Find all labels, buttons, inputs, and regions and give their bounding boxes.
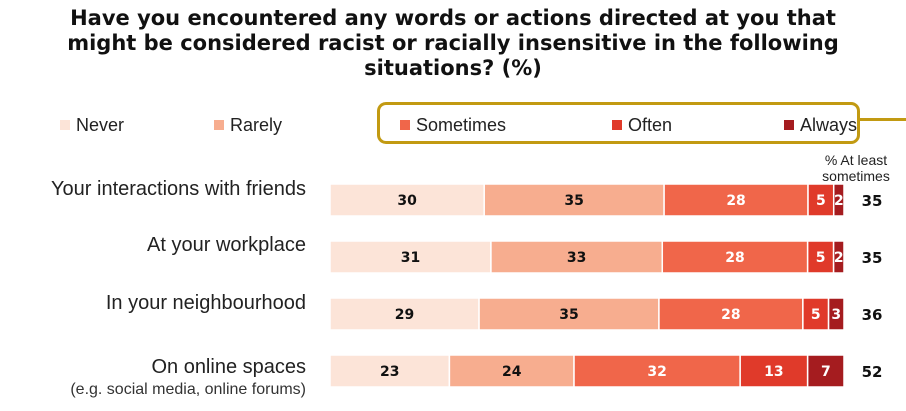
legend-label-sometimes: Sometimes — [416, 114, 507, 135]
legend-label-often: Often — [628, 114, 673, 135]
legend-label-always: Always — [800, 114, 858, 135]
bar-segment-1-often — [807, 183, 835, 217]
bar-segment-2-sometimes — [661, 240, 809, 274]
at-least-sometimes-value-3: 36 — [862, 306, 883, 324]
bar-value-label-3-rarely: 35 — [559, 307, 578, 323]
bar-segment-1-rarely — [483, 183, 665, 217]
bar-value-label-4-always: 7 — [821, 364, 831, 380]
bar-value-label-1-sometimes: 28 — [726, 193, 745, 209]
at-least-sometimes-value-2: 35 — [862, 249, 883, 267]
category-label-1: Your interactions with friends — [51, 178, 306, 200]
bar-value-label-1-never: 30 — [397, 193, 417, 209]
bar-value-label-3-sometimes: 28 — [721, 307, 740, 323]
bar-segment-3-rarely — [478, 297, 660, 331]
category-label-4: On online spaces — [151, 356, 306, 378]
bar-value-label-1-always: 2 — [834, 193, 844, 209]
bar-segment-2-never — [329, 240, 492, 274]
category-sublabel-4: (e.g. social media, online forums) — [70, 381, 306, 398]
bar-value-label-2-often: 5 — [816, 250, 826, 266]
bar-segment-2-often — [806, 240, 835, 274]
bar-segment-1-always — [832, 183, 845, 217]
bar-segment-4-never — [329, 354, 451, 388]
bar-value-label-4-often: 13 — [764, 364, 783, 380]
legend-item-sometimes: Sometimes — [400, 113, 506, 137]
legend-item-always: Always — [784, 113, 857, 137]
legend-highlight-connector — [860, 118, 906, 121]
bar-segment-4-rarely — [448, 354, 575, 388]
bar-segment-2-rarely — [490, 240, 664, 274]
category-label-3: In your neighbourhood — [105, 292, 306, 314]
legend-item-often: Often — [612, 113, 672, 137]
legend-swatch-sometimes — [400, 120, 410, 130]
bar-value-label-4-sometimes: 32 — [647, 364, 666, 380]
at-least-sometimes-value-1: 35 — [862, 192, 883, 210]
legend-item-rarely: Rarely — [214, 113, 282, 137]
bar-value-label-3-always: 3 — [831, 307, 841, 323]
bar-value-label-4-rarely: 24 — [502, 364, 522, 380]
legend-label-never: Never — [76, 114, 125, 135]
bar-value-label-4-never: 23 — [380, 364, 399, 380]
bar-segment-3-always — [827, 297, 845, 331]
bar-segment-2-always — [832, 240, 845, 274]
chart-title-line-3: situations? (%) — [364, 56, 542, 80]
at-least-header-line-2: sometimes — [822, 168, 890, 184]
legend-highlight-box — [377, 102, 860, 144]
legend-swatch-never — [60, 120, 70, 130]
bar-value-label-1-often: 5 — [816, 193, 826, 209]
at-least-header-line-1: % At least — [824, 152, 888, 168]
at-least-sometimes-header: % At least sometimes — [808, 152, 904, 184]
bar-segment-3-never — [329, 297, 480, 331]
bar-segment-4-often — [739, 354, 809, 388]
bar-segment-1-never — [329, 183, 485, 217]
at-least-sometimes-value-4: 52 — [862, 363, 883, 381]
legend-item-never: Never — [60, 113, 124, 137]
bar-value-label-1-rarely: 35 — [564, 193, 583, 209]
legend-swatch-often — [612, 120, 622, 130]
bar-value-label-2-always: 2 — [834, 250, 844, 266]
legend-swatch-rarely — [214, 120, 224, 130]
bar-value-label-2-rarely: 33 — [567, 250, 586, 266]
bar-segment-1-sometimes — [663, 183, 809, 217]
bar-value-label-2-sometimes: 28 — [725, 250, 744, 266]
legend-swatch-always — [784, 120, 794, 130]
bar-segment-4-always — [806, 354, 845, 388]
category-label-2: At your workplace — [147, 234, 306, 256]
bar-value-label-2-never: 31 — [401, 250, 420, 266]
chart-title-line-2: might be considered racist or racially i… — [67, 31, 839, 55]
bar-value-label-3-never: 29 — [395, 307, 414, 323]
legend-label-rarely: Rarely — [230, 114, 283, 135]
bar-segment-3-often — [802, 297, 830, 331]
chart-title: Have you encountered any words or action… — [20, 6, 886, 81]
chart-title-line-1: Have you encountered any words or action… — [70, 6, 836, 30]
bar-segment-3-sometimes — [658, 297, 804, 331]
bar-value-label-3-often: 5 — [811, 307, 821, 323]
